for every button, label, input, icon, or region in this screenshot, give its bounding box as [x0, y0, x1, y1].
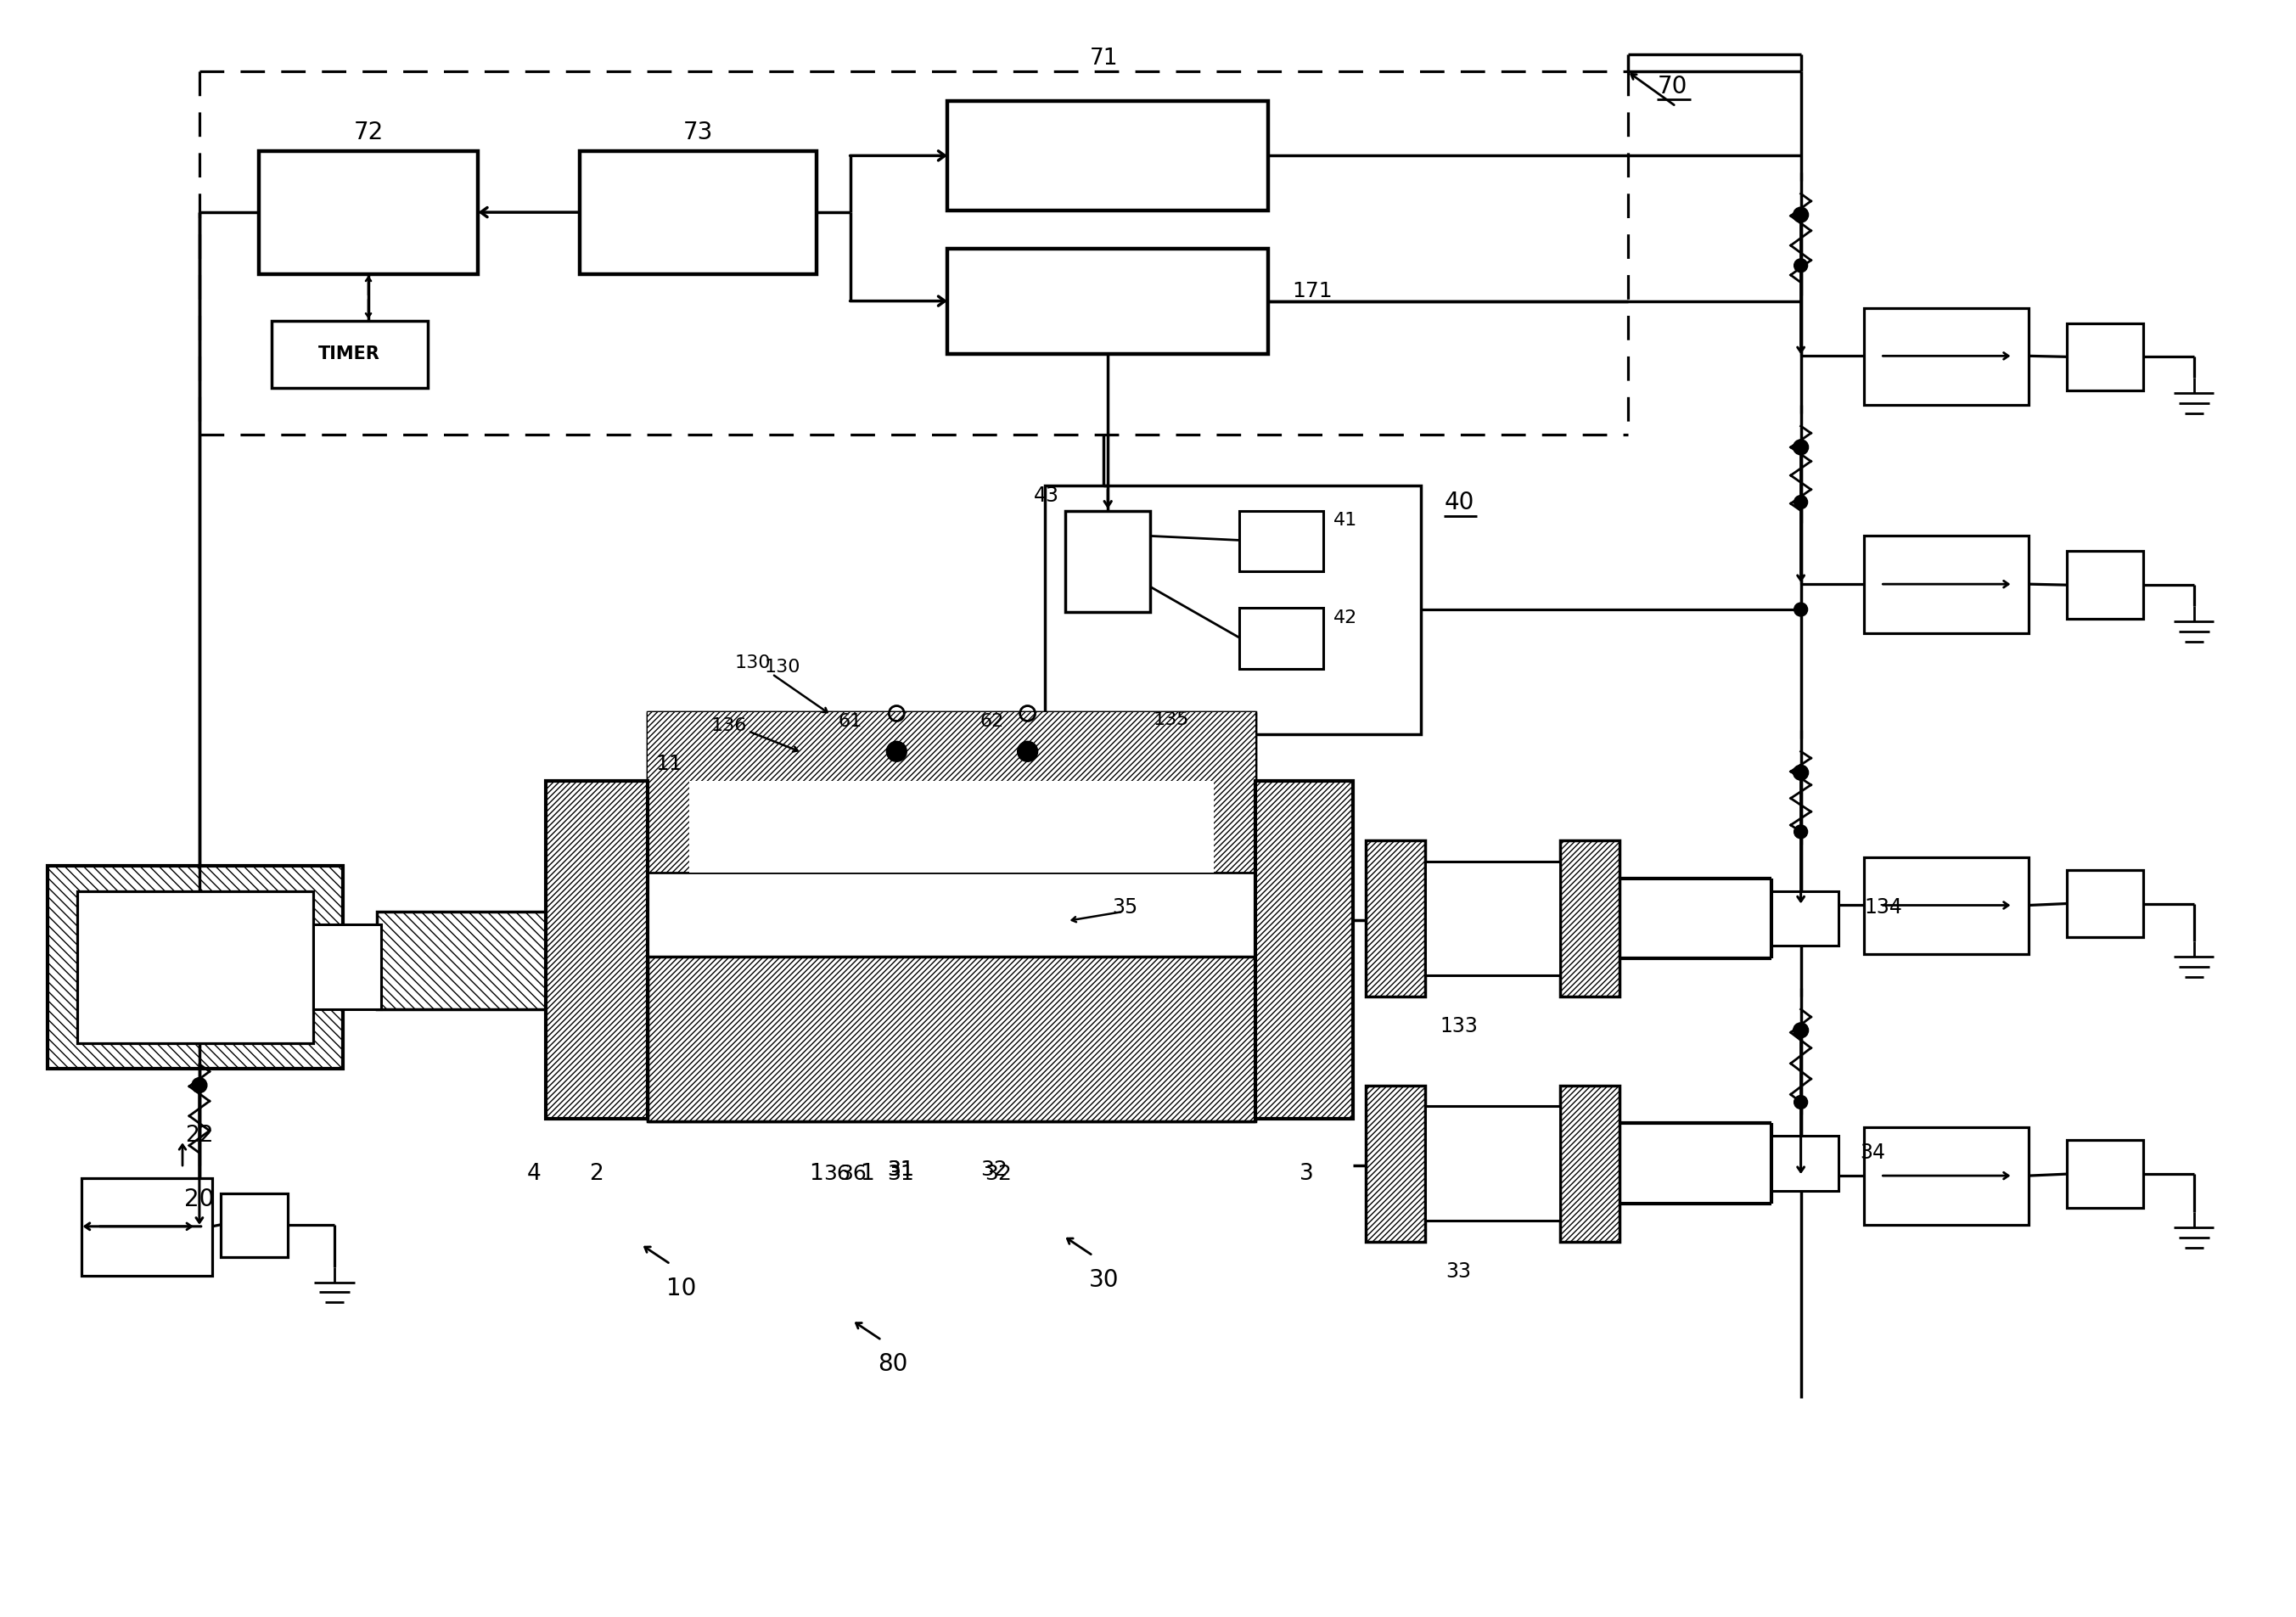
Bar: [1770, 891, 1839, 946]
Text: 2: 2: [590, 1163, 604, 1185]
Bar: [1240, 511, 1322, 571]
Bar: [1155, 711, 1256, 872]
Bar: [925, 711, 1003, 872]
Text: 72: 72: [354, 121, 383, 144]
Bar: [783, 711, 859, 872]
Bar: [48, 865, 342, 1069]
Bar: [200, 71, 1628, 435]
Text: 130: 130: [735, 655, 771, 671]
Bar: [647, 711, 1256, 872]
Bar: [948, 100, 1267, 210]
Text: 133: 133: [1440, 1015, 1479, 1036]
Text: 20: 20: [184, 1187, 214, 1211]
Bar: [259, 152, 478, 273]
Bar: [220, 1193, 287, 1256]
Bar: [1065, 511, 1150, 611]
Text: 22: 22: [186, 1125, 214, 1146]
Text: 35: 35: [1111, 897, 1139, 918]
Text: 32: 32: [980, 1159, 1008, 1180]
Text: 4: 4: [526, 1163, 542, 1185]
Text: 41: 41: [1334, 513, 1357, 529]
Circle shape: [1793, 1095, 1807, 1109]
Circle shape: [1793, 259, 1807, 272]
Bar: [1770, 1137, 1839, 1190]
Bar: [1864, 535, 2030, 634]
Text: 1: 1: [808, 1163, 824, 1185]
Bar: [2066, 870, 2142, 938]
Text: 31: 31: [886, 1159, 914, 1180]
Bar: [579, 152, 817, 273]
Text: 134: 134: [1864, 897, 1903, 918]
Bar: [271, 320, 427, 388]
Circle shape: [1793, 765, 1809, 779]
Bar: [546, 781, 647, 1119]
Bar: [647, 711, 723, 872]
Text: 34: 34: [1860, 1143, 1885, 1163]
Text: 10: 10: [666, 1276, 696, 1300]
Bar: [1426, 862, 1559, 975]
Bar: [1426, 1106, 1559, 1221]
Text: 136: 136: [712, 718, 746, 734]
Bar: [1864, 1127, 2030, 1224]
Bar: [1070, 711, 1155, 872]
Text: 43: 43: [1033, 485, 1058, 506]
Bar: [1366, 1085, 1426, 1242]
Text: TIMER: TIMER: [319, 346, 379, 362]
Text: 40: 40: [1444, 490, 1474, 514]
Circle shape: [1017, 741, 1038, 762]
Text: 32: 32: [985, 1164, 1013, 1184]
Bar: [1559, 841, 1619, 996]
Bar: [1003, 711, 1070, 872]
Circle shape: [886, 741, 907, 762]
Text: 130: 130: [765, 658, 801, 676]
Text: 80: 80: [877, 1352, 907, 1376]
Text: 31: 31: [886, 1159, 914, 1180]
Circle shape: [193, 1077, 207, 1093]
Bar: [1256, 781, 1352, 1119]
Bar: [1045, 485, 1421, 734]
Text: 62: 62: [980, 713, 1003, 731]
Text: 135: 135: [1153, 711, 1189, 729]
Bar: [377, 912, 546, 1009]
Text: 33: 33: [1446, 1261, 1472, 1281]
Text: 36: 36: [840, 1164, 868, 1184]
Text: 70: 70: [1658, 74, 1688, 99]
Text: 31: 31: [886, 1164, 914, 1184]
Bar: [2066, 1140, 2142, 1208]
Bar: [859, 711, 925, 872]
Bar: [48, 865, 342, 1069]
Bar: [647, 872, 1256, 957]
Text: 61: 61: [838, 713, 861, 731]
Bar: [76, 891, 315, 1043]
Bar: [647, 957, 1256, 1122]
Bar: [948, 249, 1267, 354]
Text: 11: 11: [657, 754, 682, 775]
Text: 71: 71: [1088, 47, 1118, 70]
Bar: [1864, 857, 2030, 954]
Text: 73: 73: [682, 121, 714, 144]
Bar: [689, 781, 1215, 872]
Bar: [1864, 307, 2030, 404]
Bar: [1559, 1085, 1619, 1242]
Circle shape: [1793, 603, 1807, 616]
Bar: [723, 711, 783, 872]
Circle shape: [1793, 1022, 1809, 1038]
Bar: [315, 925, 381, 1009]
Text: 42: 42: [1334, 610, 1357, 626]
Bar: [80, 1179, 211, 1276]
Bar: [1366, 841, 1426, 996]
Circle shape: [1793, 495, 1807, 509]
Bar: [2066, 323, 2142, 391]
Text: 36: 36: [822, 1164, 850, 1184]
Text: 1: 1: [861, 1163, 875, 1185]
Text: 171: 171: [1293, 281, 1332, 301]
Bar: [2066, 551, 2142, 619]
Circle shape: [1793, 440, 1809, 454]
Circle shape: [1793, 207, 1809, 223]
Text: 3: 3: [1300, 1163, 1313, 1185]
Bar: [1240, 608, 1322, 669]
Text: 30: 30: [1088, 1268, 1118, 1292]
Circle shape: [1793, 825, 1807, 839]
